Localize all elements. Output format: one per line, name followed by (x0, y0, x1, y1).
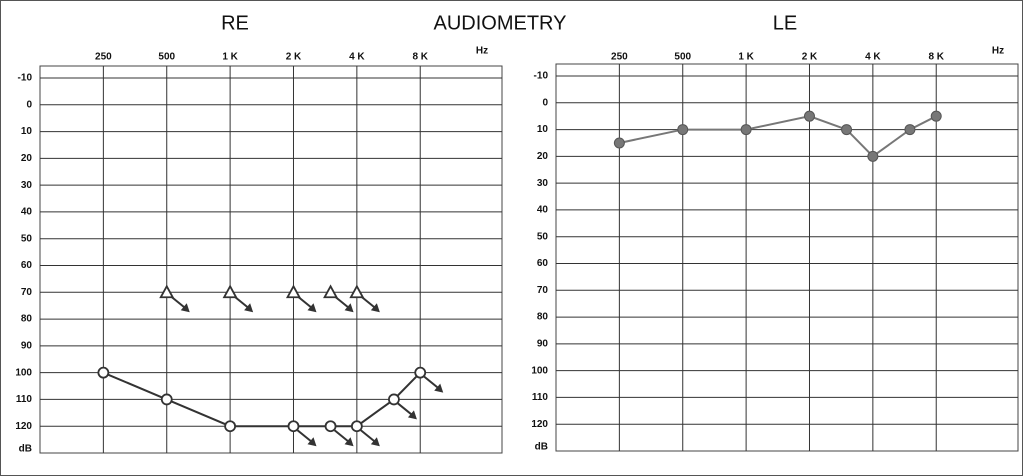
x-axis-label: Hz (476, 46, 488, 57)
y-tick-label: 60 (537, 258, 549, 269)
y-tick-label: 30 (537, 178, 549, 189)
x-tick-label: 500 (158, 52, 175, 63)
arrow-head (180, 303, 190, 313)
x-tick-label: 4 K (865, 52, 881, 63)
plot-box (39, 65, 503, 454)
x-tick-label: 250 (95, 52, 112, 63)
arrow-head (307, 437, 317, 447)
marker (160, 393, 173, 406)
marker (904, 124, 916, 136)
y-axis-label: dB (19, 444, 32, 455)
marker (323, 284, 339, 299)
y-tick-label: 80 (537, 312, 549, 323)
marker (930, 110, 942, 122)
y-tick-label: 40 (21, 207, 33, 218)
plot-box (555, 63, 1019, 452)
arrow-head (307, 303, 317, 313)
marker (224, 420, 237, 433)
y-tick-label: 80 (21, 314, 33, 325)
arrow-head (407, 410, 417, 420)
y-tick-label: 20 (21, 153, 33, 164)
x-tick-label: 8 K (928, 52, 944, 63)
y-tick-label: 90 (537, 338, 549, 349)
y-tick-label: 10 (537, 124, 549, 135)
marker (803, 110, 815, 122)
marker (97, 366, 110, 379)
marker (350, 420, 363, 433)
y-tick-label: 120 (531, 419, 548, 430)
arrow-head (344, 437, 354, 447)
page-title: AUDIOMETRY (434, 12, 567, 34)
x-tick-label: 2 K (802, 52, 818, 63)
y-tick-label: 70 (537, 285, 549, 296)
marker (287, 420, 300, 433)
series-line (102, 371, 421, 428)
y-tick-label: 30 (21, 180, 33, 191)
marker (349, 284, 365, 299)
marker (867, 150, 879, 162)
marker (159, 284, 175, 299)
y-tick-label: 20 (537, 151, 549, 162)
y-tick-label: 50 (21, 233, 33, 244)
y-tick-label: 10 (21, 126, 33, 137)
x-tick-label: 1 K (738, 52, 754, 63)
x-tick-label: 500 (674, 52, 691, 63)
arrow-head (434, 383, 444, 393)
x-tick-label: 250 (611, 52, 628, 63)
y-tick-label: 110 (16, 394, 33, 405)
y-tick-label: 70 (21, 287, 33, 298)
x-axis-label: Hz (992, 46, 1004, 57)
y-tick-label: 0 (542, 97, 548, 108)
y-tick-label: 50 (537, 231, 549, 242)
arrow-head (244, 303, 254, 313)
y-tick-label: 100 (15, 367, 32, 378)
marker (677, 124, 689, 136)
y-axis-label: dB (535, 442, 548, 453)
x-tick-label: 4 K (349, 52, 365, 63)
marker (285, 284, 302, 299)
marker (388, 393, 400, 406)
y-tick-label: 40 (537, 205, 549, 216)
y-tick-label: 100 (531, 365, 548, 376)
y-tick-label: -10 (534, 71, 549, 82)
panel-title: LE (773, 12, 797, 34)
x-tick-label: 1 K (222, 52, 238, 63)
y-tick-label: -10 (18, 73, 33, 84)
marker (841, 124, 853, 136)
marker (324, 420, 337, 433)
marker (740, 124, 752, 136)
y-tick-label: 90 (21, 340, 33, 351)
marker (414, 366, 427, 379)
marker (222, 284, 238, 299)
marker (613, 137, 625, 149)
series-line (619, 115, 937, 158)
y-tick-label: 110 (532, 392, 549, 403)
arrow-head (370, 303, 380, 313)
arrow-head (344, 303, 354, 313)
panel-title: RE (221, 12, 249, 34)
arrow-head (370, 437, 380, 447)
y-tick-label: 120 (15, 421, 32, 432)
y-tick-label: 60 (21, 260, 33, 271)
x-tick-label: 8 K (412, 52, 428, 63)
x-tick-label: 2 K (286, 52, 302, 63)
y-tick-label: 0 (26, 99, 32, 110)
